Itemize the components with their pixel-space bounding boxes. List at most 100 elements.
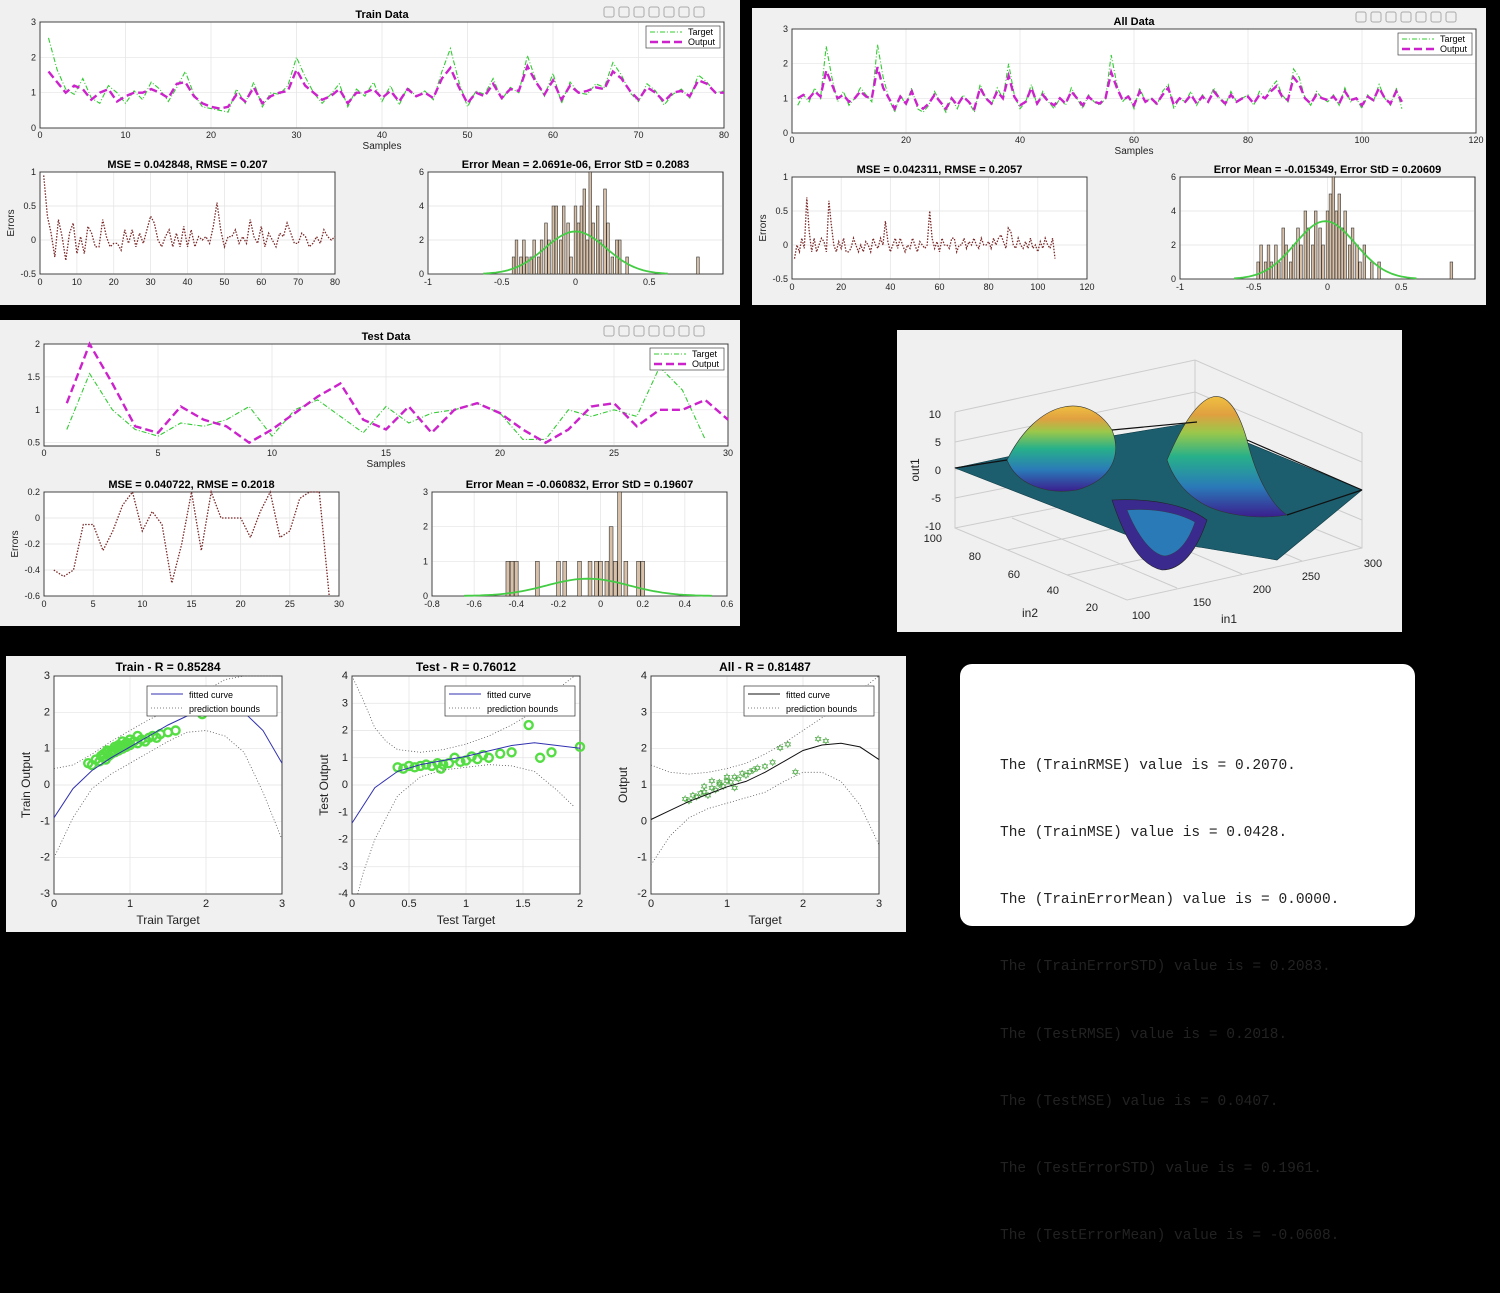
reg-test-plot: 0 0.5 1 1.5 2 -4 -3 -2 -1 0 1 2 3 4 Test - R = 0.76012… <box>317 660 586 927</box>
plot-frame <box>791 176 1088 280</box>
histogram-bar <box>1291 244 1296 280</box>
x-tick-label: 0 <box>41 448 46 458</box>
histogram-bar <box>1284 244 1288 280</box>
x-tick-label: 3 <box>876 898 882 910</box>
histogram-bar <box>566 222 570 275</box>
all-figure: 0 20 40 60 80 100 120 0 1 2 3 All Data Samples Target… <box>752 8 1486 305</box>
legend-fit-label: fitted curve <box>786 690 830 700</box>
y-tick-label: -2 <box>637 888 647 900</box>
surface-in1-ticks: 100 150 200 250 300 <box>1132 558 1382 622</box>
histogram-bar <box>1449 261 1454 280</box>
target-series-line <box>66 366 706 440</box>
in2-tick-label: 80 <box>969 551 981 563</box>
y-tick-label: 6 <box>419 167 424 177</box>
toolbar-icon <box>633 6 645 18</box>
y-tick-label: -0.5 <box>772 274 788 284</box>
x-tick-label: 15 <box>186 599 196 609</box>
y-tick-label: 2 <box>423 522 428 532</box>
y-tick-label: 2 <box>44 706 50 718</box>
z-tick-label: 5 <box>935 437 941 449</box>
y-tick-label: 1 <box>342 752 348 764</box>
histogram-bar <box>514 561 519 597</box>
y-tick-label: 3 <box>641 706 647 718</box>
plot-frame <box>43 491 340 597</box>
histogram-title: Error Mean = -0.060832, Error StD = 0.19… <box>466 479 693 491</box>
data-point: ✡ <box>708 776 716 787</box>
x-tick-label: 20 <box>495 448 505 458</box>
in2-axis-label: in2 <box>1022 606 1038 620</box>
x-tick-label: 70 <box>293 277 303 287</box>
data-point <box>546 747 557 758</box>
x-tick-label: 15 <box>381 448 391 458</box>
x-tick-label: 40 <box>1015 135 1025 145</box>
x-tick-label: -0.2 <box>551 599 567 609</box>
gaussian-fit-curve <box>483 230 668 275</box>
y-tick-label: 4 <box>419 201 424 211</box>
y-tick-label: -1 <box>637 852 647 864</box>
errors-y-label: Errors <box>6 209 17 236</box>
histogram-bar <box>617 491 622 597</box>
histogram-bar <box>576 222 581 275</box>
data-point: ✡ <box>814 735 822 746</box>
data-point <box>495 748 506 759</box>
fitted-curve <box>351 742 581 824</box>
y-tick-label: 0 <box>423 591 428 601</box>
result-line: The (TestRMSE) value is = 0.2018. <box>1000 1026 1288 1043</box>
y-tick-label: 1 <box>423 556 428 566</box>
histogram-bar <box>618 239 622 275</box>
in2-tick-label: 60 <box>1008 569 1020 581</box>
errors-title: MSE = 0.042848, RMSE = 0.207 <box>107 159 267 171</box>
histogram-bar <box>579 205 584 275</box>
data-point <box>170 725 181 736</box>
y-tick-label: 1.5 <box>27 372 40 382</box>
y-tick-label: 3 <box>44 670 50 682</box>
y-tick-label: 3 <box>783 24 788 34</box>
gaussian-fit-curve <box>1234 220 1417 280</box>
histogram-bar <box>640 561 645 597</box>
histogram-bar <box>1256 261 1260 280</box>
histogram-bar <box>509 561 515 597</box>
y-tick-label: -4 <box>338 888 348 900</box>
x-tick-label: 40 <box>182 277 192 287</box>
reg-train-plot: 0 1 2 3 -3 -2 -1 0 1 2 3 Train - R = 0.85284 Train T… <box>19 660 285 927</box>
x-tick-label: 10 <box>267 448 277 458</box>
histogram-bar <box>539 239 544 275</box>
histogram-bar <box>511 256 516 275</box>
surface-figure: 10 5 0 -5 -10 out1 100 80 60 40 20 in2 1… <box>897 330 1402 632</box>
result-line: The (TrainErrorSTD) value is = 0.2083. <box>1000 959 1331 976</box>
legend-target-label: Target <box>1440 34 1466 44</box>
y-tick-label: 2 <box>31 52 36 62</box>
toolbar-icon <box>678 325 690 337</box>
y-tick-label: -0.2 <box>24 539 40 549</box>
plot-frame <box>43 343 729 447</box>
result-line: The (TrainErrorMean) value is = 0.0000. <box>1000 892 1340 909</box>
y-tick-label: 0.5 <box>27 438 40 448</box>
x-tick-label: 0.5 <box>1395 282 1408 292</box>
histogram-bar <box>603 188 607 275</box>
histogram-bar <box>1277 261 1281 280</box>
histogram-bar <box>582 188 586 275</box>
histogram-title: Error Mean = -0.015349, Error StD = 0.20… <box>1214 164 1441 176</box>
x-axis-label: Samples <box>367 459 406 470</box>
data-point: ✡ <box>822 736 830 747</box>
regression-x-label: Train Target <box>136 913 200 927</box>
in1-tick-label: 250 <box>1302 571 1320 583</box>
legend-box <box>444 685 576 717</box>
x-tick-label: 30 <box>334 599 344 609</box>
histogram-bar <box>604 561 610 597</box>
errors-title: MSE = 0.040722, RMSE = 0.2018 <box>108 479 274 491</box>
x-tick-label: 30 <box>291 130 301 140</box>
gaussian-fit-curve <box>463 577 712 597</box>
histogram-bar <box>1337 193 1341 280</box>
errors-y-label: Errors <box>758 214 769 241</box>
chart-title: Train Data <box>355 9 409 21</box>
x-tick-label: 0 <box>349 898 355 910</box>
data-point: ✡ <box>723 773 731 784</box>
data-point: ✡ <box>719 782 727 793</box>
x-tick-label: -0.4 <box>509 599 525 609</box>
y-tick-label: 0 <box>783 240 788 250</box>
y-tick-label: 0 <box>44 779 50 791</box>
histogram-bar <box>1370 261 1374 280</box>
histogram-bar <box>559 239 563 275</box>
